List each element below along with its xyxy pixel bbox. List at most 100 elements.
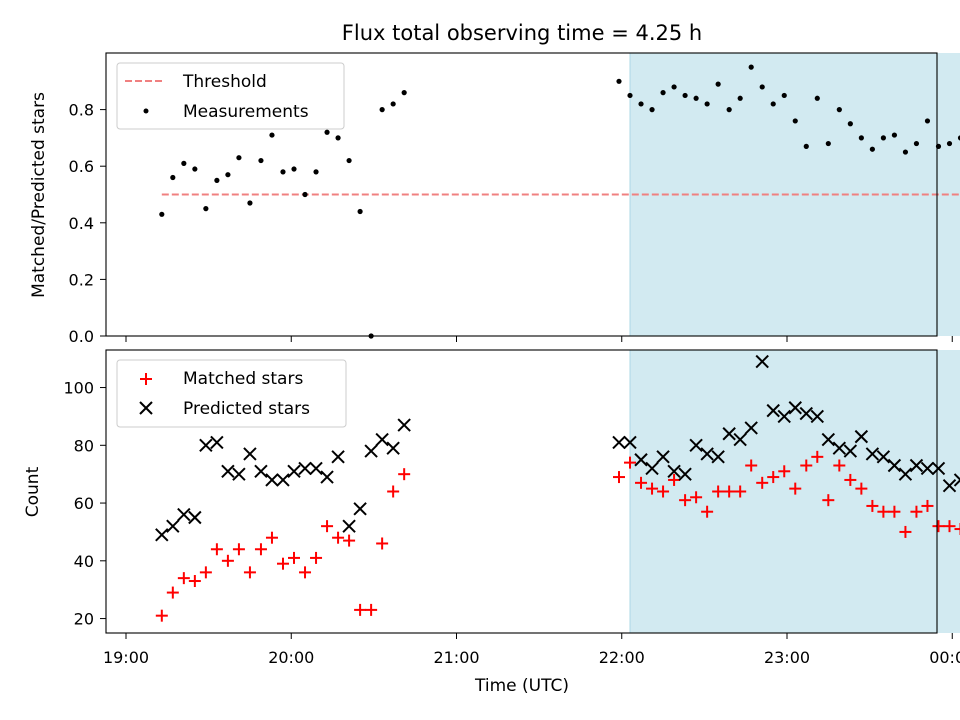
matched-star-point: [657, 485, 670, 498]
measurement-point: [946, 140, 953, 147]
measurement-point: [924, 118, 931, 124]
measurement-point: [770, 101, 776, 107]
predicted-star-point: [876, 450, 891, 464]
measurement-point: [957, 135, 960, 141]
measurement-point: [682, 92, 688, 99]
bottom-y-tick-label: 20: [74, 610, 94, 629]
measurements-legend-swatch: [143, 108, 149, 114]
measurement-point: [214, 177, 220, 183]
predicted-star-point: [309, 461, 323, 476]
matched-star-point: [343, 534, 356, 547]
predicted-star-point: [232, 467, 246, 481]
predicted-star-point: [920, 461, 935, 476]
top-y-tick-label: 0.6: [69, 157, 94, 176]
predicted-star-point: [177, 507, 191, 522]
predicted-star-point: [342, 519, 356, 533]
matched-star-point: [635, 476, 648, 489]
predicted-star-point: [397, 418, 411, 432]
predicted-star-point: [375, 432, 389, 447]
measurement-point: [759, 84, 765, 90]
measurement-point: [159, 211, 165, 217]
measurement-point: [748, 64, 754, 70]
matched-star-point: [332, 531, 345, 544]
x-tick-label: 23:00: [764, 648, 810, 667]
matched-star-point: [265, 531, 278, 544]
predicted-star-point: [645, 461, 659, 476]
matched-star-point: [789, 482, 802, 495]
measurement-point: [280, 169, 286, 175]
chart-title: Flux total observing time = 4.25 h: [342, 21, 702, 45]
measurement-point: [660, 90, 666, 96]
bottom-y-axis-label: Count: [23, 466, 43, 517]
measurement-point: [616, 78, 622, 84]
matched-star-point: [210, 543, 223, 556]
predicted-star-point: [909, 458, 924, 473]
measurements-legend-label: Measurements: [183, 102, 309, 122]
matched-star-point: [177, 572, 190, 585]
matched-star-point: [954, 523, 960, 536]
predicted-star-point: [755, 354, 769, 369]
measurement-point: [737, 95, 743, 101]
matched-star-point: [155, 609, 168, 622]
predicted-star-point: [733, 432, 747, 447]
x-tick-label: 22:00: [599, 648, 645, 667]
matched-star-point: [624, 456, 637, 469]
bottom-legend: Matched stars Predicted stars: [116, 359, 347, 428]
predicted-star-point: [799, 406, 813, 421]
x-axis-label: Time (UTC): [474, 676, 569, 696]
matched-star-point: [811, 450, 824, 463]
measurement-point: [302, 191, 308, 198]
measurement-point: [869, 146, 875, 152]
matched-star-point: [376, 537, 389, 550]
predicted-star-point: [287, 464, 301, 478]
matched-star-point: [612, 471, 625, 484]
matched-star-point: [188, 575, 201, 588]
predicted-star-point: [788, 401, 802, 415]
predicted-star-point: [821, 432, 836, 447]
bottom-y-tick-label: 60: [74, 494, 94, 513]
predicted-star-point: [777, 409, 791, 424]
bottom-x-ticks: 19:0020:0021:0022:0023:0000:0001:0002:00…: [103, 633, 960, 667]
predicted-star-point: [188, 510, 202, 525]
measurement-point: [814, 95, 820, 101]
measurement-point: [693, 95, 699, 101]
matched-star-point: [646, 482, 659, 495]
x-tick-label: 21:00: [433, 648, 479, 667]
top-x-ticks: [125, 336, 953, 342]
bottom-y-tick-label: 80: [74, 436, 94, 455]
x-tick-label: 00:00: [929, 648, 960, 667]
matched-star-point: [745, 459, 758, 472]
x-tick-label: 20:00: [268, 648, 314, 667]
predicted-star-point: [722, 427, 736, 441]
predicted-star-point: [854, 429, 869, 444]
predicted-star-point: [298, 461, 312, 476]
matched-star-point: [199, 566, 212, 579]
matched-star-point: [232, 543, 245, 556]
measurement-point: [170, 174, 176, 181]
predicted-star-point: [953, 473, 960, 487]
predicted-star-point: [276, 473, 290, 487]
bottom-axes-frame: [105, 349, 938, 634]
measurement-point: [247, 200, 253, 206]
measurement-point: [269, 132, 275, 138]
matched-star-point: [679, 494, 692, 507]
matched-star-point: [299, 566, 312, 579]
predicted-star-point: [221, 464, 235, 478]
predicted-star-point: [689, 438, 703, 453]
top-y-tick-label: 0.8: [69, 101, 94, 120]
matched-star-point: [943, 520, 956, 533]
predicted-star-point: [843, 444, 858, 458]
measurement-point: [913, 140, 920, 147]
matched-star-point: [778, 465, 791, 478]
top-y-ticks: 0.0 0.2 0.4 0.6 0.8: [69, 101, 106, 346]
measurement-point: [792, 118, 798, 124]
bottom-legend-box: [116, 359, 347, 428]
x-tick-label: 19:00: [103, 648, 149, 667]
measurement-point: [313, 169, 319, 175]
matched-star-point: [921, 499, 934, 512]
measurement-point: [902, 149, 909, 155]
matched-star-point: [166, 586, 179, 599]
measurement-point: [891, 132, 898, 138]
matched-star-point: [877, 505, 890, 518]
